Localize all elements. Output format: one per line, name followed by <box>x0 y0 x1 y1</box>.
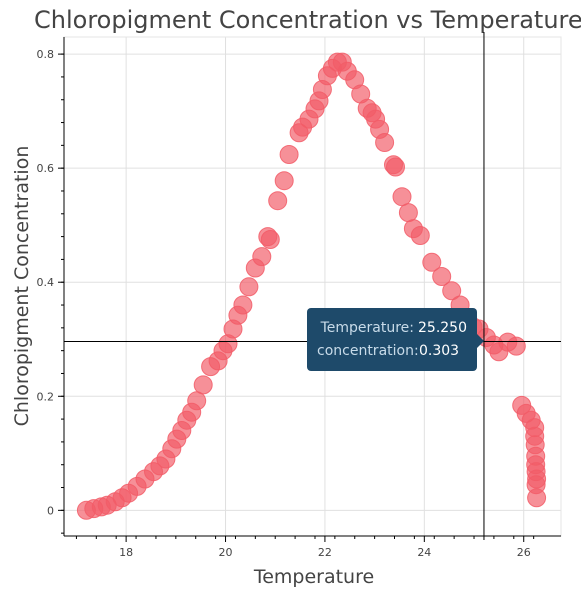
tooltip-value-temperature: 25.250 <box>418 319 467 336</box>
y-tick-label-2: 0.4 <box>37 276 55 289</box>
data-point-33[interactable] <box>279 145 299 164</box>
tooltip-row-temperature: Temperature: 25.250 <box>317 316 467 339</box>
data-point-51[interactable] <box>375 133 395 152</box>
x-axis-label: Temperature <box>253 566 374 588</box>
data-point-53[interactable] <box>386 157 405 177</box>
data-points <box>76 52 547 520</box>
y-tick-label-4: 0.8 <box>37 48 55 61</box>
y-axis-label: Chloropigment Concentration <box>11 146 33 427</box>
data-point-58[interactable] <box>422 252 442 272</box>
data-point-25[interactable] <box>233 295 253 315</box>
x-tick-label-4: 26 <box>517 546 531 559</box>
data-point-17[interactable] <box>187 391 207 411</box>
data-point-28[interactable] <box>252 247 272 267</box>
tooltip-key-temperature: Temperature: <box>320 319 414 336</box>
tooltip-row-concentration: concentration: 0.303 <box>317 339 467 362</box>
y-tick-label-1: 0.2 <box>37 390 55 403</box>
tooltip-key-concentration: concentration: <box>317 342 419 359</box>
data-point-30[interactable] <box>260 230 280 249</box>
data-point-26[interactable] <box>239 277 259 297</box>
x-tick-label-1: 20 <box>219 546 233 559</box>
data-point-60[interactable] <box>442 281 462 301</box>
hover-tooltip: Temperature: 25.250 concentration: 0.303 <box>307 308 477 371</box>
x-tick-label-2: 22 <box>318 546 332 559</box>
tooltip-value-concentration: 0.303 <box>419 342 460 359</box>
y-tick-label-3: 0.6 <box>37 162 55 175</box>
chart-title: Chloropigment Concentration vs Temperatu… <box>34 6 581 34</box>
tick-labels: 18 20 22 24 26 0 0.2 0.4 0.6 0.8 <box>37 48 531 559</box>
data-point-55[interactable] <box>398 203 418 223</box>
data-point-32[interactable] <box>274 171 294 191</box>
axes <box>58 37 561 542</box>
tooltip-arrow <box>477 334 484 348</box>
x-tick-label-0: 18 <box>119 546 133 559</box>
data-point-81[interactable] <box>527 488 547 508</box>
data-point-54[interactable] <box>392 187 412 207</box>
data-point-31[interactable] <box>268 191 288 211</box>
data-point-69[interactable] <box>506 336 526 356</box>
grid <box>64 37 561 536</box>
y-tick-label-0: 0 <box>47 504 54 517</box>
data-point-18[interactable] <box>193 375 213 395</box>
x-tick-label-3: 24 <box>417 546 431 559</box>
data-point-57[interactable] <box>410 226 430 245</box>
data-point-59[interactable] <box>432 267 452 286</box>
